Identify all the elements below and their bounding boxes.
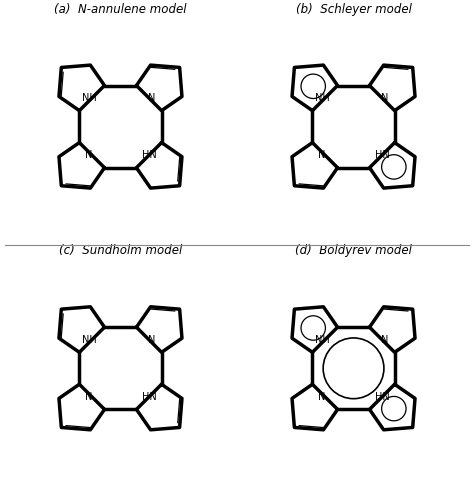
Text: N: N bbox=[319, 150, 326, 160]
Text: N: N bbox=[381, 93, 389, 103]
Text: N: N bbox=[319, 392, 326, 402]
Text: N: N bbox=[85, 392, 93, 402]
Title: (b)  Schleyer model: (b) Schleyer model bbox=[296, 2, 411, 16]
Text: NH: NH bbox=[82, 335, 96, 345]
Title: (c)  Sundholm model: (c) Sundholm model bbox=[59, 245, 182, 257]
Text: HN: HN bbox=[142, 392, 156, 402]
Text: N: N bbox=[148, 93, 155, 103]
Title: (d)  Boldyrev model: (d) Boldyrev model bbox=[295, 245, 412, 257]
Text: N: N bbox=[148, 335, 155, 345]
Text: HN: HN bbox=[142, 150, 156, 160]
Text: N: N bbox=[85, 150, 93, 160]
Text: HN: HN bbox=[374, 150, 390, 160]
Title: (a)  N-annulene model: (a) N-annulene model bbox=[54, 2, 187, 16]
Text: NH: NH bbox=[82, 93, 96, 103]
Text: N: N bbox=[381, 335, 389, 345]
Text: NH: NH bbox=[315, 335, 329, 345]
Text: HN: HN bbox=[374, 392, 390, 402]
Text: NH: NH bbox=[315, 93, 329, 103]
